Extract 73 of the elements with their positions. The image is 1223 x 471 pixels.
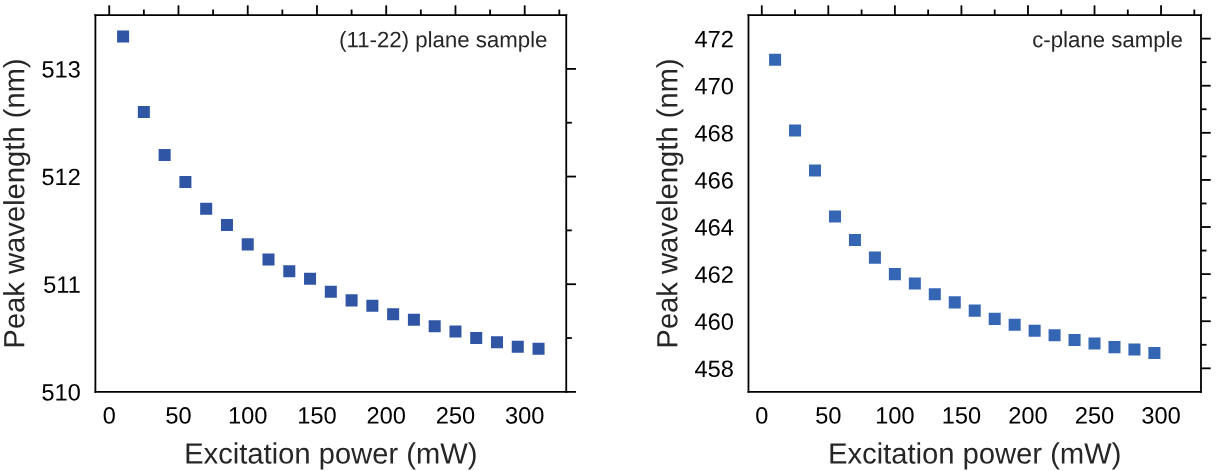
point xyxy=(117,30,130,43)
x-tick-label: 300 xyxy=(505,407,544,424)
point xyxy=(428,320,441,333)
point xyxy=(769,53,782,66)
x-tick-label: 150 xyxy=(299,407,336,424)
point xyxy=(179,175,192,188)
point xyxy=(908,277,921,290)
point xyxy=(1128,343,1141,356)
x-tick-label: 50 xyxy=(816,407,841,424)
point xyxy=(1088,337,1101,350)
point xyxy=(137,105,150,118)
point xyxy=(470,332,483,345)
point xyxy=(200,202,213,215)
y-tick-label: 466 xyxy=(695,171,733,189)
x-tick-label: 200 xyxy=(1009,407,1047,424)
point xyxy=(828,210,841,223)
x-tick-label: 250 xyxy=(1076,407,1114,424)
y-tick-label: 513 xyxy=(42,60,80,78)
point xyxy=(387,308,400,321)
annotation: c-plane sample xyxy=(1033,31,1182,52)
y-tick-label: 510 xyxy=(42,383,80,401)
y-tick-label: 464 xyxy=(695,219,734,236)
x-tick-label: 0 xyxy=(756,407,768,424)
point xyxy=(262,253,275,266)
x-tick-label: 50 xyxy=(166,407,191,424)
point xyxy=(1068,334,1081,347)
y-tick-label: 470 xyxy=(695,77,733,95)
point xyxy=(968,304,981,317)
point xyxy=(304,272,317,285)
x-tick-label: 100 xyxy=(229,407,267,424)
point xyxy=(324,285,337,298)
point xyxy=(1148,347,1161,360)
y-axis-title: Peak wavelength (nm) xyxy=(656,60,684,347)
x-tick-label: 0 xyxy=(103,407,115,424)
point xyxy=(1028,324,1041,337)
x-tick-label: 100 xyxy=(876,407,914,424)
y-tick-label: 512 xyxy=(42,168,80,186)
point xyxy=(511,340,524,353)
point xyxy=(948,296,961,309)
point xyxy=(1048,329,1061,342)
y-tick-label: 472 xyxy=(695,30,733,48)
x-tick-label: 150 xyxy=(943,407,981,424)
point xyxy=(532,342,545,355)
y-tick-label: 468 xyxy=(695,124,733,142)
annotation: (11-22) plane sample xyxy=(340,31,547,52)
x-axis-title: Excitation power (mW) xyxy=(830,442,1120,470)
x-tick-label: 300 xyxy=(1142,407,1180,424)
point xyxy=(848,233,861,246)
point xyxy=(789,124,802,137)
point xyxy=(220,218,233,232)
point xyxy=(888,268,901,281)
point xyxy=(241,238,254,251)
y-tick-label: 511 xyxy=(44,276,80,293)
point xyxy=(988,312,1001,325)
y-tick-label: 458 xyxy=(695,360,733,378)
y-tick-label: 460 xyxy=(695,313,733,331)
point xyxy=(283,265,296,278)
y-axis-title: Peak wavelength (nm) xyxy=(3,60,31,347)
point xyxy=(158,149,171,162)
point xyxy=(928,288,941,301)
point xyxy=(490,336,504,349)
point xyxy=(868,251,881,264)
point xyxy=(1108,341,1121,354)
point xyxy=(345,294,358,307)
x-axis-title: Excitation power (mW) xyxy=(186,442,476,470)
x-tick-label: 250 xyxy=(436,407,475,424)
point xyxy=(366,299,379,312)
point xyxy=(809,164,822,177)
point xyxy=(1008,318,1021,331)
point xyxy=(407,313,420,326)
y-tick-label: 462 xyxy=(695,266,733,283)
point xyxy=(449,325,462,338)
x-tick-label: 200 xyxy=(367,407,405,424)
